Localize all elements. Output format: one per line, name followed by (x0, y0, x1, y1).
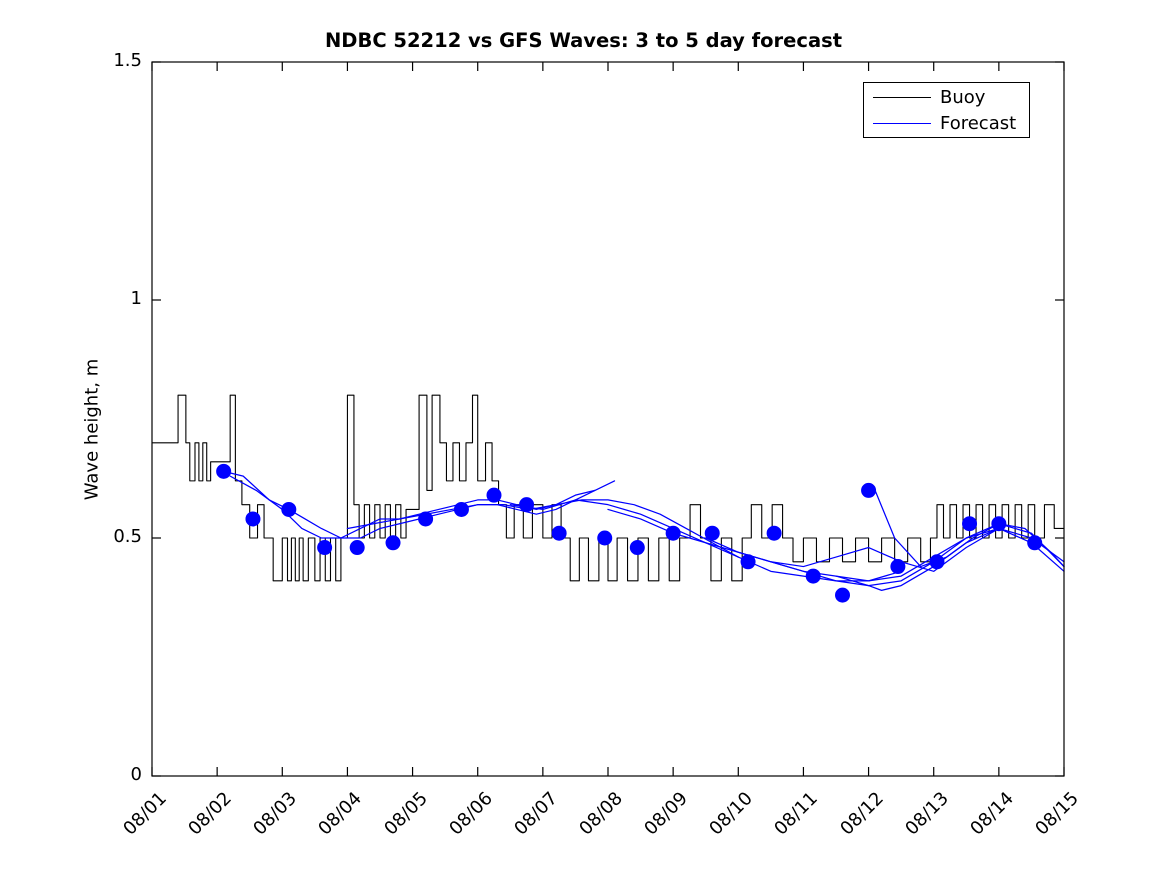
legend-label-forecast: Forecast (940, 113, 1017, 134)
forecast-start-marker[interactable] (486, 487, 502, 503)
forecast-start-marker[interactable] (453, 501, 469, 517)
forecast-start-marker[interactable] (317, 540, 333, 556)
forecast-start-marker[interactable] (216, 463, 232, 479)
y-tick-label: 0 (130, 764, 142, 785)
forecast-start-marker[interactable] (861, 482, 877, 498)
forecast-start-marker[interactable] (597, 530, 613, 546)
forecast-start-marker[interactable] (805, 568, 821, 584)
forecast-start-marker[interactable] (835, 587, 851, 603)
series-layer (151, 394, 1065, 591)
legend-item-forecast[interactable]: Forecast (864, 110, 1031, 138)
legend-swatch-forecast (873, 123, 931, 124)
y-tick-label: 1.5 (113, 50, 142, 71)
forecast-start-marker[interactable] (740, 554, 756, 570)
forecast-start-marker[interactable] (551, 525, 567, 541)
chart-legend[interactable]: Buoy Forecast (863, 82, 1030, 138)
forecast-start-marker[interactable] (766, 525, 782, 541)
forecast-start-marker[interactable] (890, 559, 906, 575)
series-line-forecast-run-9 (874, 489, 1065, 568)
forecast-start-marker[interactable] (385, 535, 401, 551)
forecast-start-marker[interactable] (349, 540, 365, 556)
legend-swatch-buoy (873, 97, 931, 98)
plot-frame (151, 61, 1065, 777)
forecast-start-marker[interactable] (704, 525, 720, 541)
markers-layer (216, 463, 1043, 603)
forecast-start-marker[interactable] (665, 525, 681, 541)
axes-layer (151, 61, 1065, 777)
forecast-start-marker[interactable] (962, 516, 978, 532)
forecast-start-marker[interactable] (991, 516, 1007, 532)
forecast-start-marker[interactable] (418, 511, 434, 527)
series-line-buoy (151, 394, 1065, 582)
forecast-start-marker[interactable] (629, 540, 645, 556)
forecast-start-marker[interactable] (1027, 535, 1043, 551)
forecast-start-marker[interactable] (929, 554, 945, 570)
forecast-start-marker[interactable] (245, 511, 261, 527)
forecast-start-marker[interactable] (519, 497, 535, 513)
y-tick-label: 0.5 (113, 526, 142, 547)
series-line-forecast-run-3 (346, 499, 739, 558)
legend-label-buoy: Buoy (940, 87, 986, 108)
forecast-start-marker[interactable] (281, 501, 297, 517)
y-tick-label: 1 (130, 288, 142, 309)
series-line-forecast-run-6 (705, 527, 1065, 587)
legend-item-buoy[interactable]: Buoy (864, 84, 1031, 112)
chart-title: NDBC 52212 vs GFS Waves: 3 to 5 day fore… (324, 29, 843, 52)
